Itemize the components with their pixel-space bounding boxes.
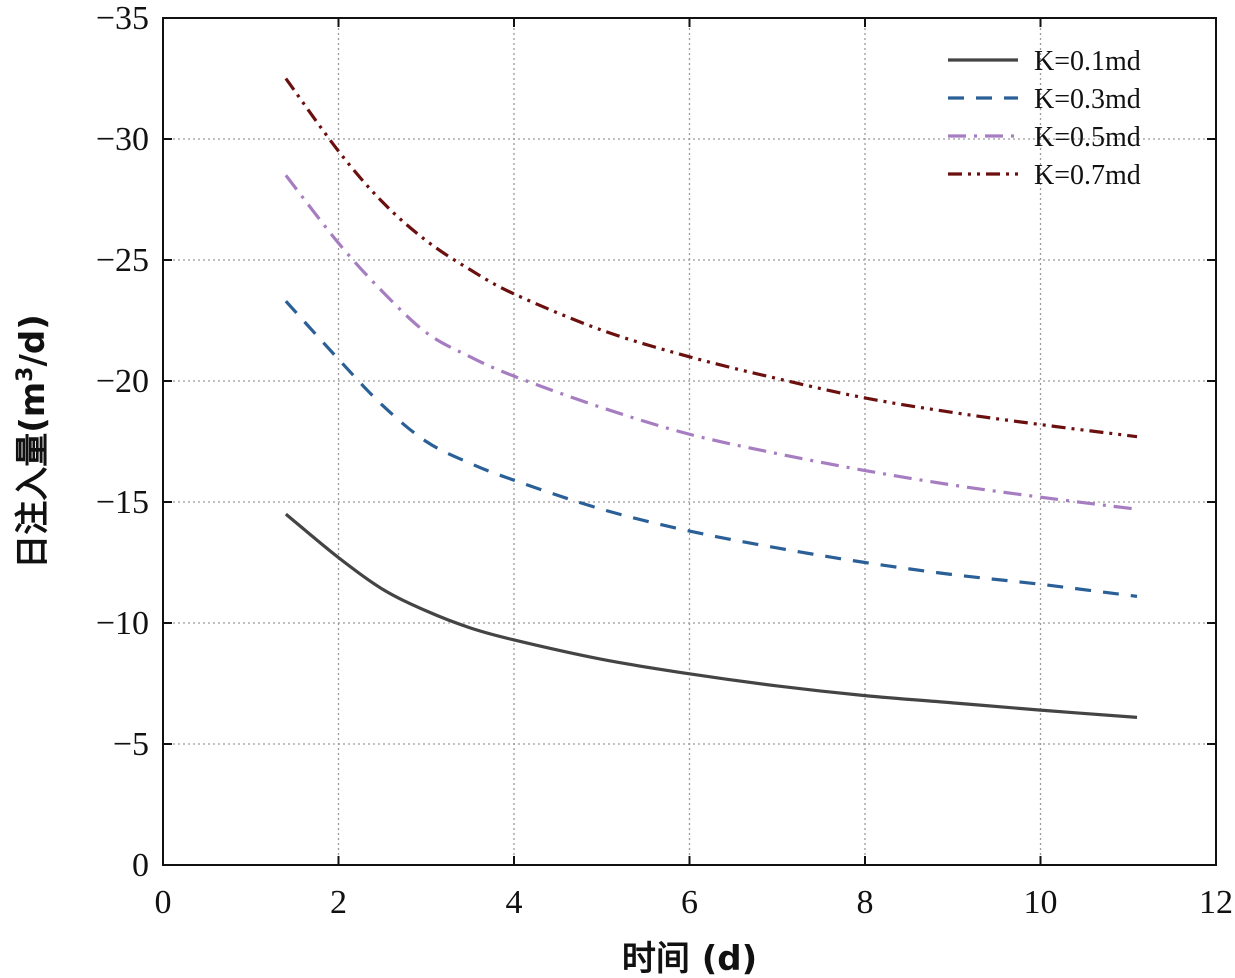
y-tick-label: −30	[96, 121, 149, 158]
x-tick-label: 0	[155, 884, 172, 921]
y-tick-label: −10	[96, 605, 149, 642]
series-line-1	[284, 512, 1138, 719]
legend-label: K=0.7md	[1034, 160, 1141, 191]
legend-label: K=0.1md	[1034, 46, 1141, 77]
series-line-2	[284, 300, 1138, 598]
y-tick-label: −15	[96, 484, 149, 521]
x-tick-label: 12	[1199, 884, 1233, 921]
y-axis-title-superscript: 3	[13, 367, 38, 382]
y-tick-label: 0	[132, 847, 149, 884]
legend-label: K=0.5md	[1034, 122, 1141, 153]
y-axis-title-main: 日注入量(m	[13, 382, 53, 569]
x-axis-title: 时间 (d)	[622, 939, 757, 978]
y-tick-label: −25	[96, 242, 149, 279]
y-tick-label: −20	[96, 363, 149, 400]
legend: K=0.1md K=0.3md K=0.5md K=0.7md	[948, 46, 1141, 191]
y-axis-title-unit: /d)	[13, 314, 53, 366]
y-tick-label: −35	[96, 0, 149, 37]
x-tick-label: 6	[681, 884, 698, 921]
y-axis-title: 日注入量(m3/d)	[13, 314, 53, 569]
grid	[163, 18, 1216, 865]
series-line-4	[284, 77, 1138, 439]
x-tick-label: 8	[857, 884, 874, 921]
x-tick-label: 2	[330, 884, 347, 921]
axis-ticks: 0 2 4 6 8 10 12 0 −5 −10 −15 −20 −25 −30 −35	[96, 0, 1233, 921]
legend-label: K=0.3md	[1034, 84, 1141, 115]
series-lines	[284, 77, 1138, 719]
x-tick-label: 10	[1024, 884, 1058, 921]
series-line-3	[284, 174, 1138, 511]
y-tick-label: −5	[113, 726, 149, 763]
x-tick-label: 4	[506, 884, 523, 921]
